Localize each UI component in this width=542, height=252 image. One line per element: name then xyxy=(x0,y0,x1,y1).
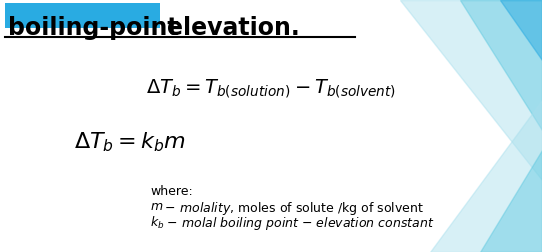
Text: $m$: $m$ xyxy=(150,200,163,213)
Text: where:: where: xyxy=(150,185,193,198)
Polygon shape xyxy=(400,0,542,180)
Text: $k_b$: $k_b$ xyxy=(150,215,164,231)
Text: $\Delta T_b = k_b m$: $\Delta T_b = k_b m$ xyxy=(74,130,186,154)
Text: $-$ $molality$, moles of solute /kg of solvent: $-$ $molality$, moles of solute /kg of s… xyxy=(161,200,424,217)
Text: $\Delta T_b = T_{b(solution)} - T_{b(solvent)}$: $\Delta T_b = T_{b(solution)} - T_{b(sol… xyxy=(146,78,396,100)
Polygon shape xyxy=(480,150,542,252)
Text: elevation.: elevation. xyxy=(167,16,300,40)
Polygon shape xyxy=(500,0,542,60)
Polygon shape xyxy=(430,100,542,252)
Text: boiling-point: boiling-point xyxy=(8,16,179,40)
FancyBboxPatch shape xyxy=(5,3,160,28)
Polygon shape xyxy=(460,0,542,130)
Text: $-$ molal boiling point $-$ elevation constant: $-$ molal boiling point $-$ elevation co… xyxy=(163,215,435,232)
